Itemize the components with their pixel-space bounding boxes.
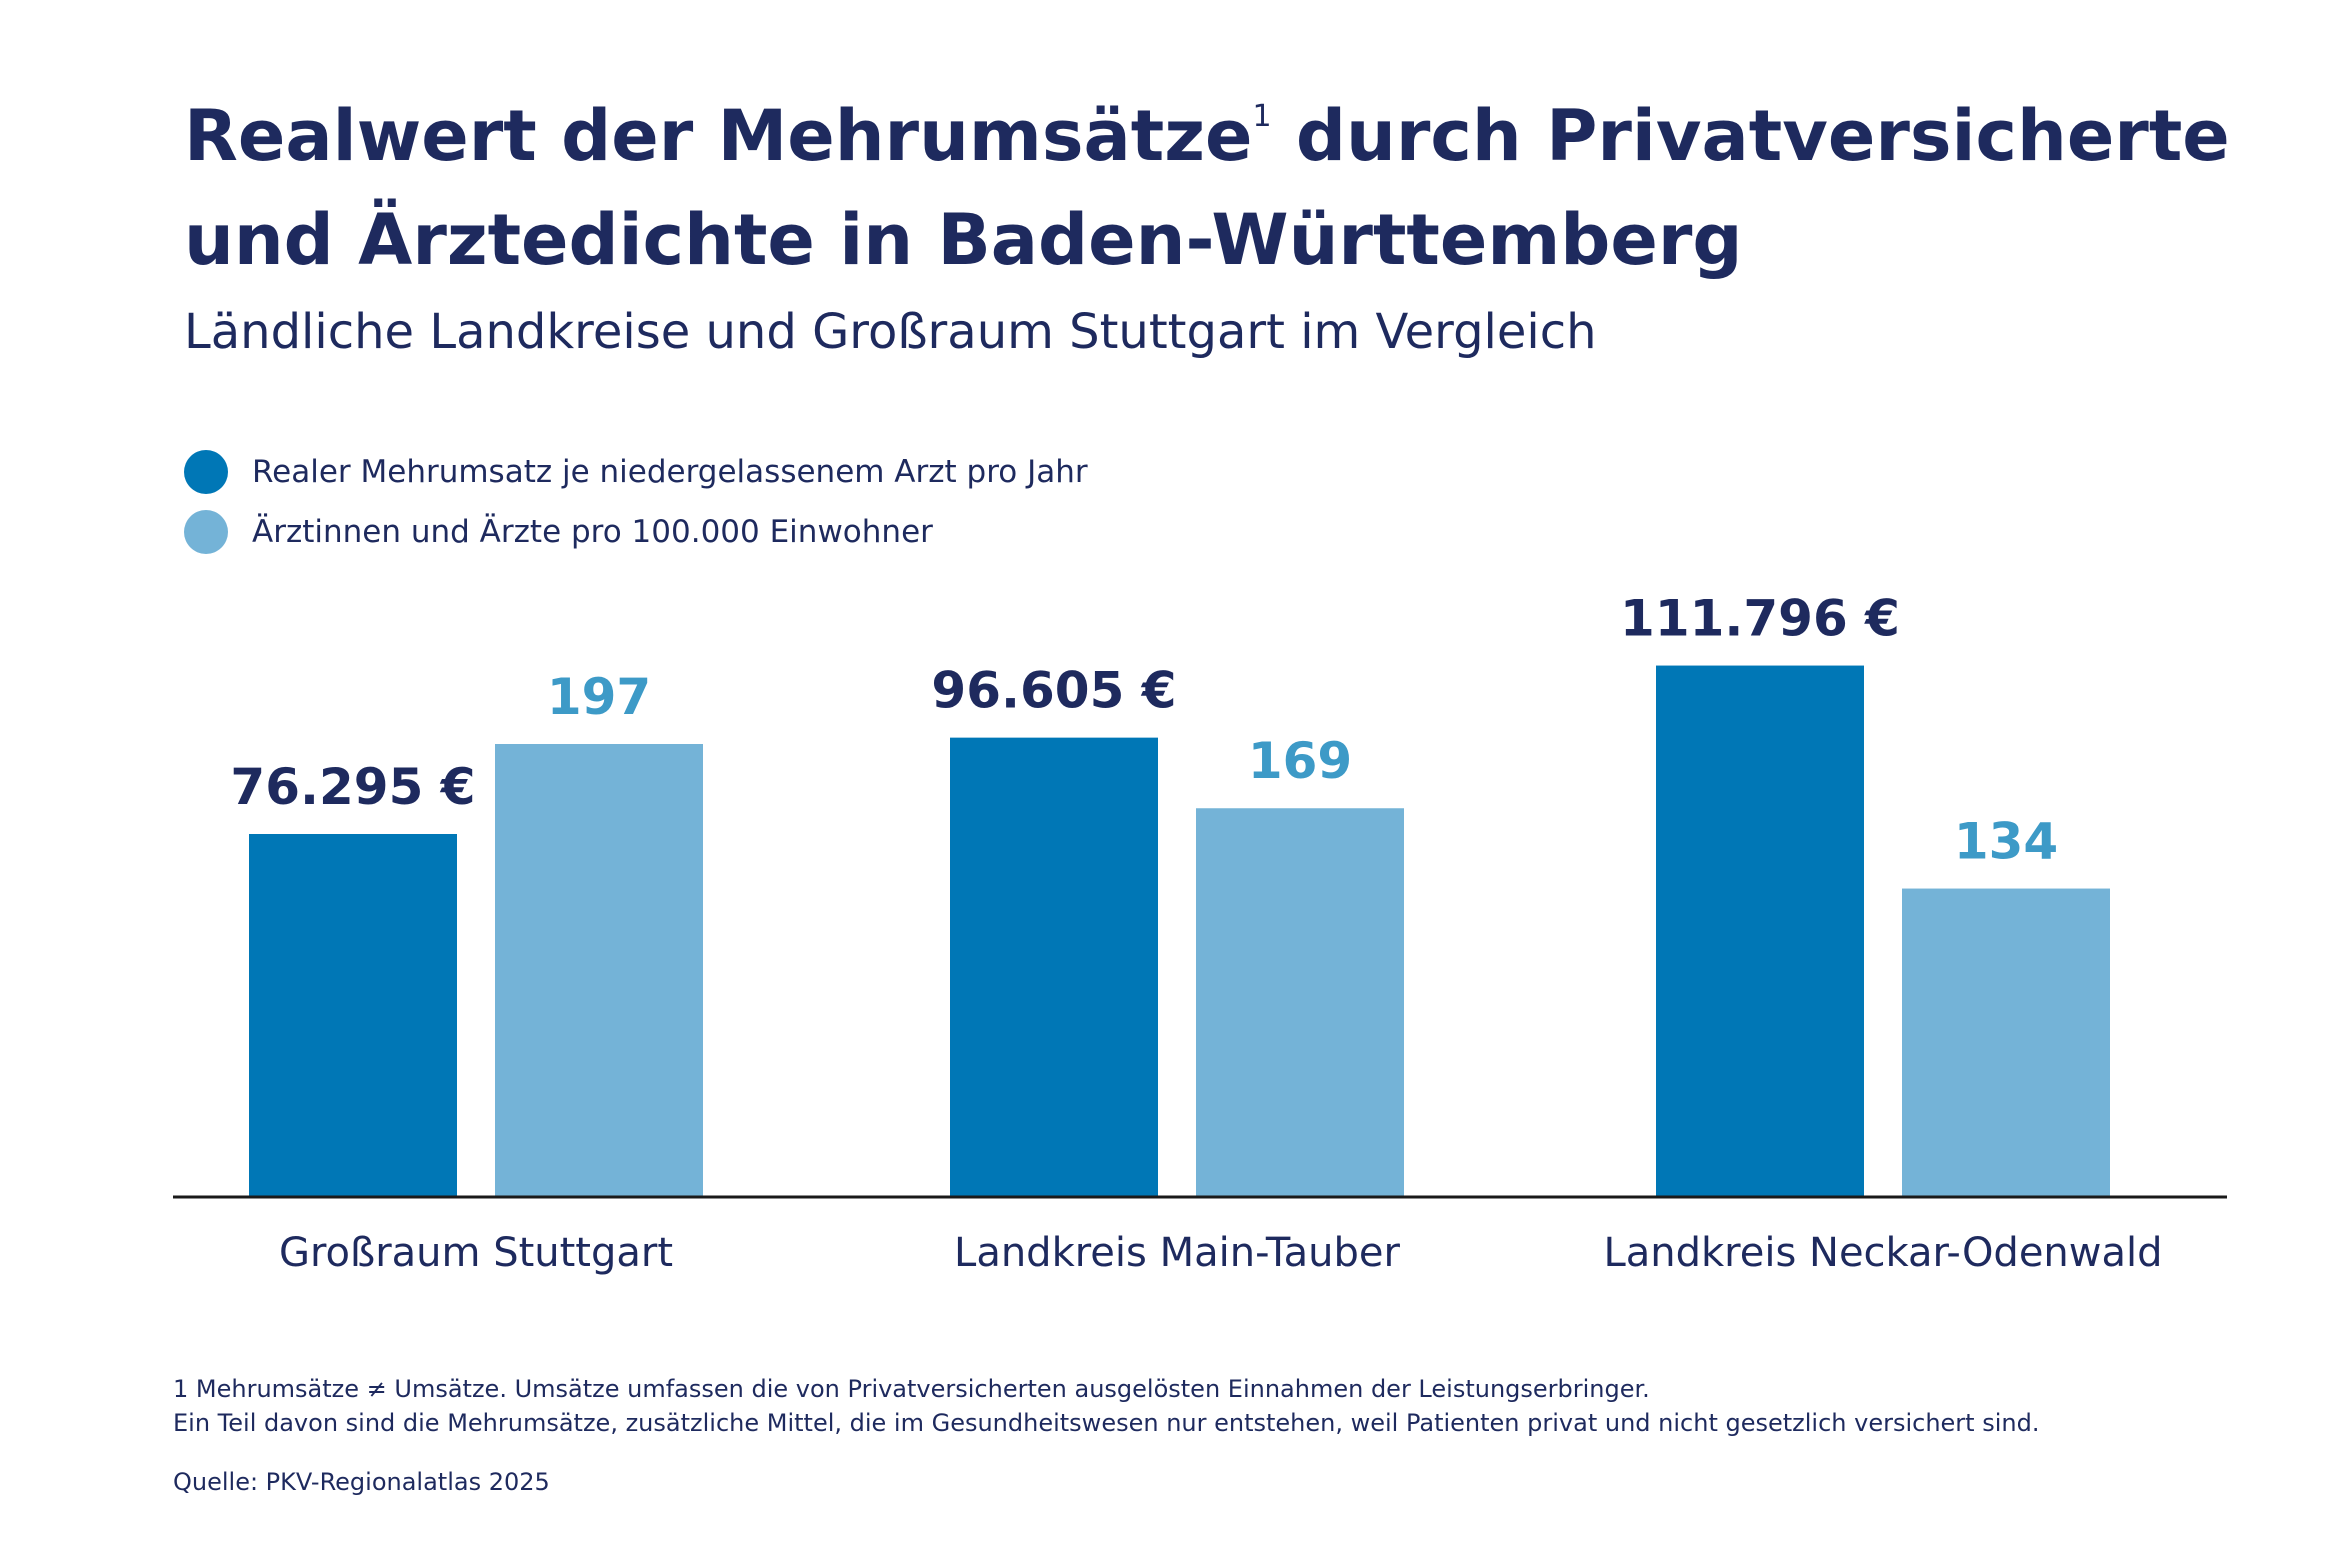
data-label-mehrumsatz-0: 76.295 € (230, 758, 475, 816)
chart-title: Realwert der Mehrumsätze1 durch Privatve… (184, 84, 2230, 292)
bar-mehrumsatz-0 (249, 834, 457, 1196)
legend-item-aerzte: Ärztinnen und Ärzte pro 100.000 Einwohne… (184, 502, 1088, 562)
legend-dot-dark (184, 450, 228, 494)
legend-label-mehrumsatz: Realer Mehrumsatz je niedergelassenem Ar… (252, 454, 1088, 490)
data-label-mehrumsatz-1: 96.605 € (931, 662, 1176, 720)
title-footnote-mark: 1 (1252, 99, 1272, 134)
source-note: Quelle: PKV-Regionalatlas 2025 (173, 1468, 550, 1496)
bar-aerzte-2 (1902, 888, 2110, 1196)
chart-title-part-a: Realwert der Mehrumsätze (184, 95, 1253, 177)
chart-title-line-2: und Ärztedichte in Baden-Württemberg (184, 199, 1743, 281)
data-label-aerzte-1: 169 (1248, 732, 1352, 790)
footnote-line-1: 1 Mehrumsätze ≠ Umsätze. Umsätze umfasse… (173, 1375, 1650, 1403)
category-label-1: Landkreis Main-Tauber (954, 1230, 1400, 1276)
bar-aerzte-1 (1196, 808, 1404, 1196)
data-label-mehrumsatz-2: 111.796 € (1620, 590, 1900, 648)
chart-legend: Realer Mehrumsatz je niedergelassenem Ar… (184, 442, 1088, 562)
data-label-aerzte-2: 134 (1954, 813, 2058, 871)
chart-title-part-b: durch Privatversicherte (1271, 95, 2230, 177)
bar-aerzte-0 (495, 744, 703, 1196)
chart-subtitle: Ländliche Landkreise und Großraum Stuttg… (184, 304, 1597, 360)
legend-label-aerzte: Ärztinnen und Ärzte pro 100.000 Einwohne… (252, 514, 933, 550)
bar-mehrumsatz-1 (950, 737, 1158, 1196)
category-label-0: Großraum Stuttgart (279, 1230, 673, 1276)
category-label-2: Landkreis Neckar-Odenwald (1603, 1230, 2162, 1276)
data-label-aerzte-0: 197 (547, 668, 651, 726)
footnote: 1 Mehrumsätze ≠ Umsätze. Umsätze umfasse… (173, 1372, 2039, 1440)
legend-item-mehrumsatz: Realer Mehrumsatz je niedergelassenem Ar… (184, 442, 1088, 502)
chart-title-line-1: Realwert der Mehrumsätze1 durch Privatve… (184, 84, 2230, 188)
footnote-line-2: Ein Teil davon sind die Mehrumsätze, zus… (173, 1409, 2040, 1437)
bar-mehrumsatz-2 (1656, 665, 1864, 1196)
legend-dot-light (184, 510, 228, 554)
